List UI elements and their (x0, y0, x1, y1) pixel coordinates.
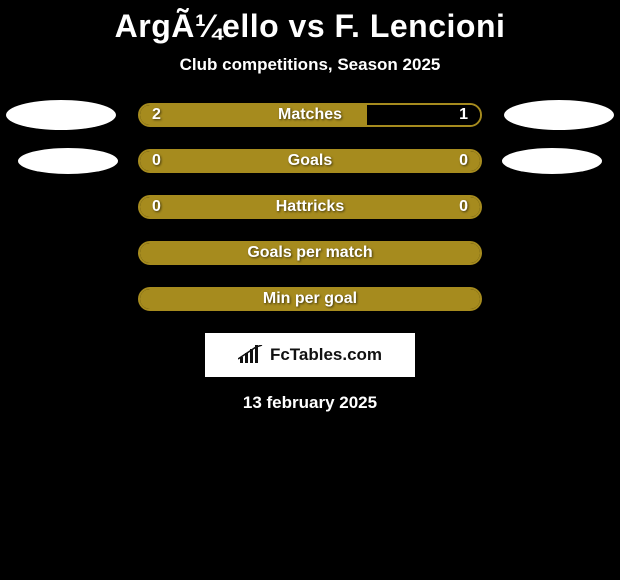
player-avatar-left (18, 148, 118, 174)
stat-value-left: 0 (152, 198, 161, 216)
stat-bar: Goals per match (138, 241, 482, 265)
stat-bar: 0 0 Hattricks (138, 195, 482, 219)
player-avatar-right (504, 100, 614, 130)
page-title: ArgÃ¼ello vs F. Lencioni (0, 8, 620, 45)
date-label: 13 february 2025 (0, 393, 620, 413)
stat-label: Matches (278, 106, 342, 124)
stat-row: 0 0 Hattricks (0, 195, 620, 219)
stat-label: Goals (288, 152, 332, 170)
stat-value-right: 1 (459, 106, 468, 124)
stat-bar: 2 1 Matches (138, 103, 482, 127)
stat-bar: Min per goal (138, 287, 482, 311)
attribution-logo[interactable]: FcTables.com (205, 333, 415, 377)
subtitle: Club competitions, Season 2025 (0, 55, 620, 75)
bar-chart-icon (238, 345, 264, 365)
player-avatar-right (502, 148, 602, 174)
stat-row: 2 1 Matches (0, 103, 620, 127)
stat-label: Goals per match (247, 244, 372, 262)
stat-value-left: 2 (152, 106, 161, 124)
stat-value-right: 0 (459, 198, 468, 216)
stat-bar: 0 0 Goals (138, 149, 482, 173)
stat-value-left: 0 (152, 152, 161, 170)
stat-label: Hattricks (276, 198, 344, 216)
logo-text: FcTables.com (270, 345, 382, 365)
stat-row: Min per goal (0, 287, 620, 311)
stat-value-right: 0 (459, 152, 468, 170)
stat-row: 0 0 Goals (0, 149, 620, 173)
stat-label: Min per goal (263, 290, 357, 308)
stats-rows: 2 1 Matches 0 0 Goals 0 0 Hattricks Goals per mat… (0, 103, 620, 311)
player-avatar-left (6, 100, 116, 130)
stat-row: Goals per match (0, 241, 620, 265)
comparison-widget: ArgÃ¼ello vs F. Lencioni Club competitio… (0, 0, 620, 413)
